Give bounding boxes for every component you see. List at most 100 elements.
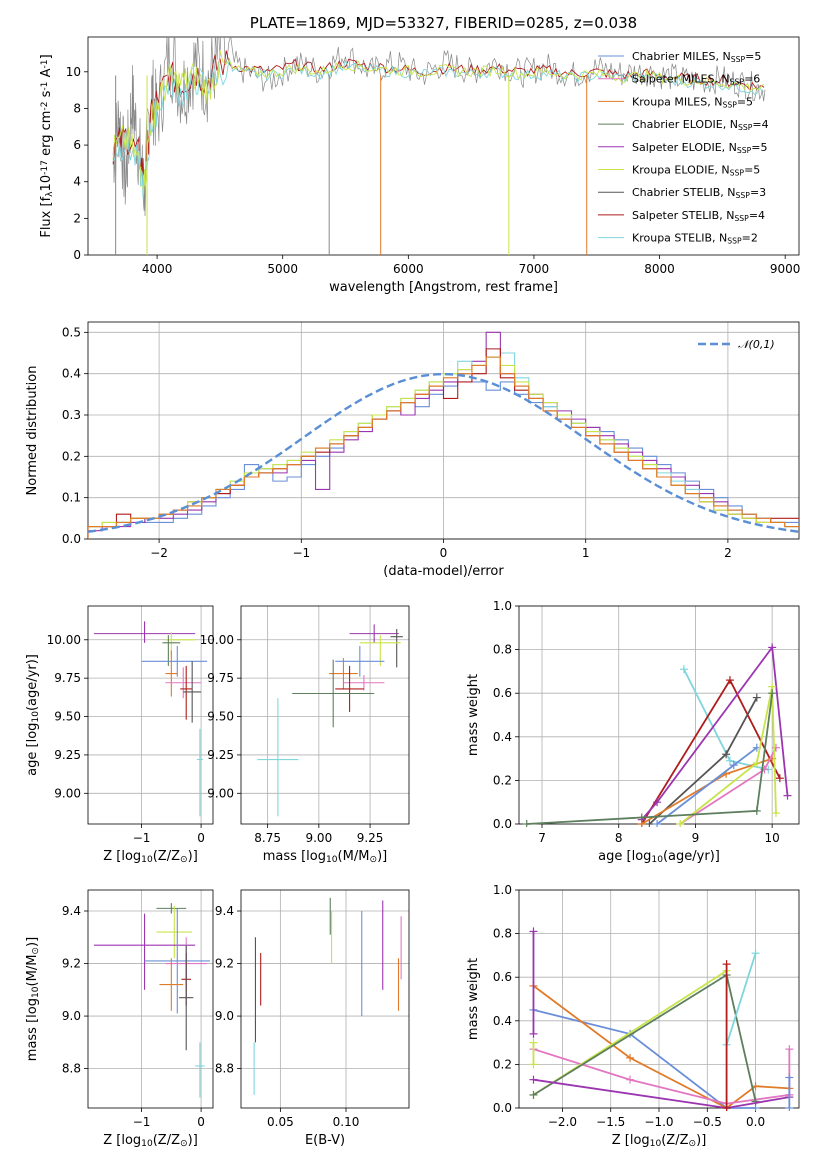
y-tick-label: 8.8 (62, 1062, 81, 1076)
y-tick-label: 9.00 (54, 786, 81, 800)
weight-lines (522, 643, 792, 827)
x-tick-label: −2.0 (548, 1115, 577, 1129)
x-tick-label: 9 (692, 831, 700, 845)
spectrum-legend: Chabrier MILES, NSSP=5 Salpeter MILES, NS… (598, 50, 769, 246)
y-tick-label: 0 (73, 248, 81, 262)
y-tick-label: 0.4 (493, 730, 512, 744)
y-tick-label: 9.4 (215, 904, 234, 918)
x-tick-label: 9.25 (357, 831, 384, 845)
y-tick-label: 9.50 (207, 710, 234, 724)
y-axis-label: age [log10(age/yr)] (25, 654, 41, 776)
y-tick-label: 0.5 (62, 325, 81, 339)
x-tick-label: −1 (292, 546, 310, 560)
y-tick-label: 9.2 (215, 957, 234, 971)
y-tick-label: 8.8 (215, 1062, 234, 1076)
errorbar-points (253, 897, 402, 1095)
y-axis-label: Flux [fλ10-17 erg cm-2 s-1 A-1] (39, 54, 55, 237)
y-tick-label: 9.25 (207, 748, 234, 762)
axes-frame (87, 321, 800, 540)
y-tick-label: 0.0 (493, 1101, 512, 1115)
x-tick-label: 7000 (519, 262, 550, 276)
axes-frame (240, 889, 410, 1109)
axes-frame (518, 889, 800, 1109)
weight-lines (529, 927, 794, 1111)
axes-spectrum: 4000 5000 6000 7000 8000 9000 0 2 4 6 8 10 (66, 36, 801, 276)
y-tick-label: 9.00 (207, 786, 234, 800)
y-tick-label: 9.4 (62, 904, 81, 918)
y-tick-label: 10.00 (200, 633, 234, 647)
y-tick-label: 1.0 (493, 883, 512, 897)
errorbar-points (93, 621, 208, 817)
x-tick-label: −1.5 (596, 1115, 625, 1129)
y-tick-label: 10.00 (47, 633, 81, 647)
x-tick-label: 8.75 (254, 831, 281, 845)
x-tick-label: 0.05 (267, 1115, 294, 1129)
axes-frame (87, 36, 800, 256)
y-tick-label: 9.50 (54, 710, 81, 724)
x-tick-label: −1.0 (644, 1115, 673, 1129)
x-tick-label: 6000 (393, 262, 424, 276)
spectrum-series-observed (112, 37, 766, 217)
legend-label-gaussian: 𝒩(0,1) (738, 338, 775, 351)
axes-frame (518, 605, 800, 825)
spectrum-lines (112, 37, 766, 255)
x-tick-label: 7 (538, 831, 546, 845)
legend-label: Chabrier ELODIE, NSSP=4 (632, 118, 769, 132)
y-tick-label: 0.6 (493, 686, 512, 700)
x-tick-label: 9.00 (305, 831, 332, 845)
histogram-steps (88, 331, 799, 539)
y-tick-label: 9.75 (207, 671, 234, 685)
y-tick-label: 0.2 (493, 1057, 512, 1071)
histogram-series-kroupa-miles (88, 356, 799, 539)
x-tick-label: 10 (765, 831, 780, 845)
weight-series-salpeter-elodie (641, 645, 789, 821)
legend-label: Kroupa ELODIE, NSSP=5 (632, 164, 760, 178)
weight-series-kroupa-elodie (679, 686, 777, 825)
y-axis-label: mass [log10(M/M⊙)] (25, 937, 41, 1061)
y-tick-label: 9.2 (62, 957, 81, 971)
errorbar-points (93, 903, 211, 1098)
y-tick-label: 0.3 (62, 408, 81, 422)
axes-frame (240, 605, 410, 825)
y-tick-label: 0.0 (62, 532, 81, 546)
x-axis-label: mass [log10(M/M⊙)] (263, 849, 387, 865)
weight-series-kroupa-miles (532, 985, 790, 1110)
x-tick-label: 9000 (770, 262, 801, 276)
y-axis-label: Normed distribution (25, 366, 40, 496)
y-tick-label: 0.8 (493, 927, 512, 941)
legend-label: Salpeter MILES, NSSP=6 (632, 73, 760, 87)
y-tick-label: 6 (73, 138, 81, 152)
axes-mass-vs-Z: −1 0 8.8 9.0 9.2 9.4 (62, 889, 214, 1129)
legend-label: Chabrier MILES, NSSP=5 (632, 50, 761, 64)
x-tick-label: 1 (582, 546, 590, 560)
x-axis-label: Z [log10(Z/Z⊙)] (612, 1133, 707, 1149)
y-tick-label: 0.2 (62, 449, 81, 463)
x-tick-label: 0 (197, 831, 205, 845)
legend-label: Salpeter ELODIE, NSSP=5 (632, 141, 768, 155)
legend-label: Kroupa STELIB, NSSP=2 (632, 232, 758, 246)
y-tick-label: 0.4 (62, 367, 81, 381)
axes-weight-vs-age: 7 8 9 10 0.0 0.2 0.4 0.6 0.8 1.0 (493, 599, 800, 845)
x-tick-label: 0 (440, 546, 448, 560)
x-axis-label: Z [log10(Z/Z⊙)] (103, 1133, 198, 1149)
y-tick-label: 0.1 (62, 491, 81, 505)
x-tick-label: 4000 (142, 262, 173, 276)
spectrum-series-kroupa-stelib (112, 58, 765, 199)
x-axis-label: Z [log10(Z/Z⊙)] (103, 849, 198, 865)
x-axis-label: wavelength [Angstrom, rest frame] (329, 280, 558, 295)
axes-age-vs-Z: −1 0 9.00 9.25 9.50 9.75 10.00 (47, 605, 214, 845)
y-tick-label: 2 (73, 211, 81, 225)
weight-series-kroupa-stelib (725, 952, 757, 1046)
x-tick-label: −1 (133, 1115, 151, 1129)
errorbar-points (257, 624, 403, 817)
y-tick-label: 8 (73, 101, 81, 115)
legend-label: Kroupa MILES, NSSP=5 (632, 95, 753, 109)
x-tick-label: −0.5 (693, 1115, 722, 1129)
axes-age-vs-mass: 8.75 9.00 9.25 9.00 9.25 9.50 9.75 10.00 (200, 605, 410, 845)
y-tick-label: 4 (73, 175, 81, 189)
x-tick-label: 2 (724, 546, 732, 560)
spectrum-series-kroupa-elodie (112, 50, 765, 194)
axes-frame (87, 889, 214, 1109)
x-tick-label: 0.0 (746, 1115, 765, 1129)
axes-residuals: −2 −1 0 1 2 0.0 0.1 0.2 0.3 0.4 0.5 (62, 321, 800, 560)
